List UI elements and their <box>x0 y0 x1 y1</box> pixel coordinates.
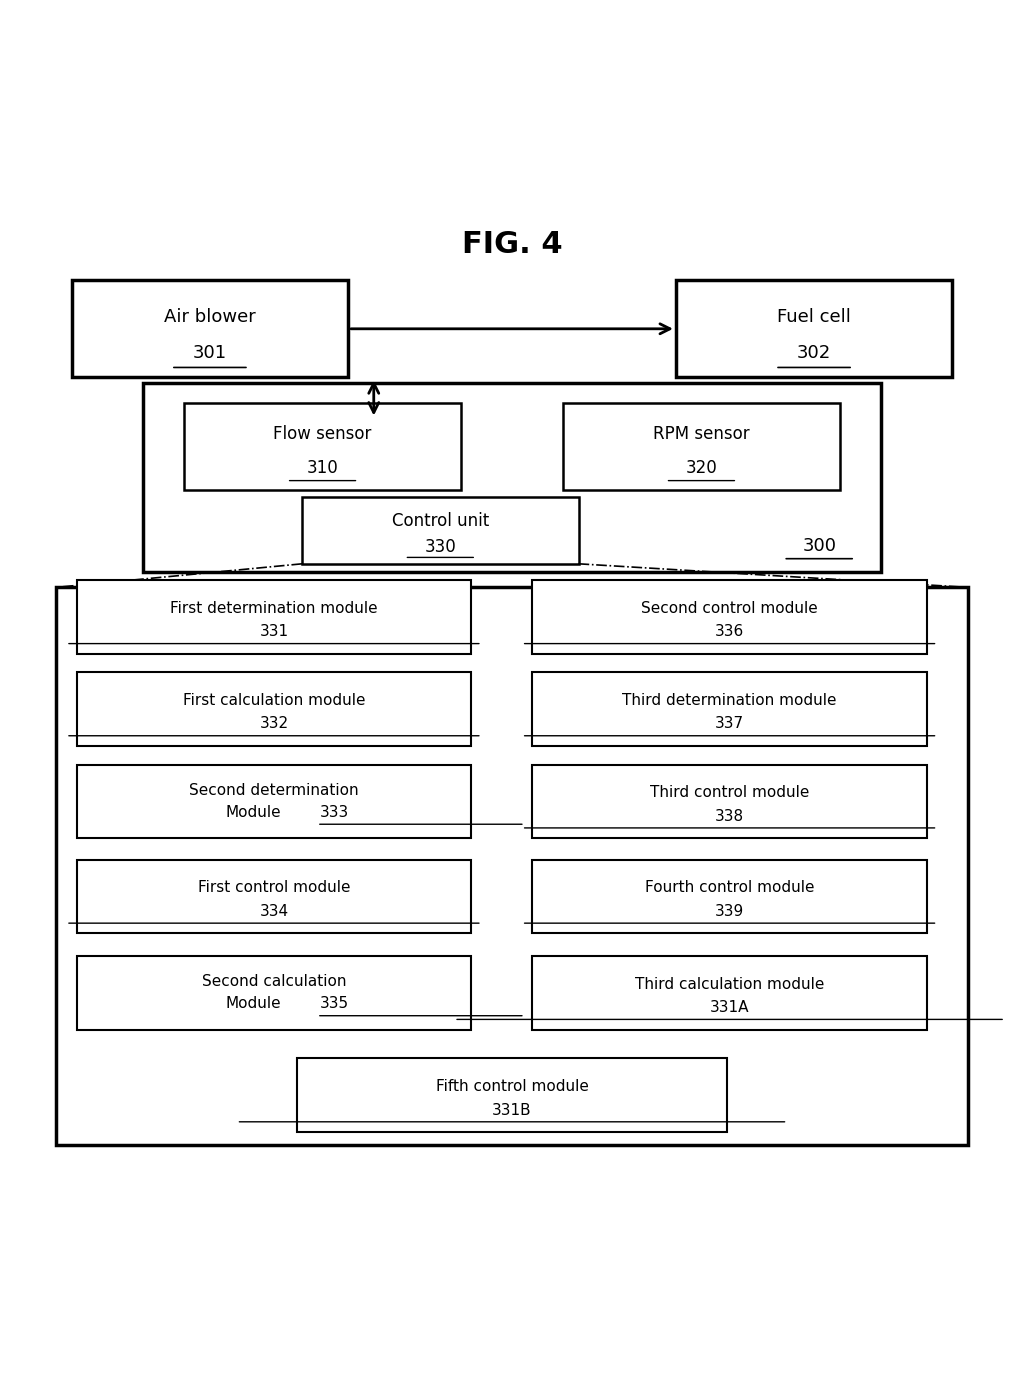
Text: Second control module: Second control module <box>641 601 818 616</box>
Text: First determination module: First determination module <box>170 601 378 616</box>
FancyBboxPatch shape <box>77 956 471 1030</box>
FancyBboxPatch shape <box>143 382 881 573</box>
FancyBboxPatch shape <box>72 280 348 378</box>
FancyBboxPatch shape <box>532 956 927 1030</box>
Text: Fourth control module: Fourth control module <box>645 881 814 895</box>
Text: 331A: 331A <box>710 1000 750 1015</box>
Text: 337: 337 <box>715 717 744 731</box>
Text: 310: 310 <box>306 459 339 477</box>
FancyBboxPatch shape <box>532 860 927 934</box>
FancyBboxPatch shape <box>77 580 471 654</box>
FancyBboxPatch shape <box>532 764 927 839</box>
Text: 302: 302 <box>797 344 831 363</box>
Text: 300: 300 <box>802 538 837 556</box>
Text: Third calculation module: Third calculation module <box>635 977 824 991</box>
FancyBboxPatch shape <box>56 588 968 1145</box>
FancyBboxPatch shape <box>532 672 927 746</box>
Text: 335: 335 <box>319 997 349 1011</box>
Text: 330: 330 <box>424 538 457 556</box>
FancyBboxPatch shape <box>77 764 471 839</box>
Text: Air blower: Air blower <box>164 308 256 326</box>
Text: Control unit: Control unit <box>392 511 488 529</box>
Text: Fuel cell: Fuel cell <box>777 308 851 326</box>
FancyBboxPatch shape <box>184 403 461 490</box>
Text: Fifth control module: Fifth control module <box>435 1079 589 1093</box>
Text: Module: Module <box>225 805 282 820</box>
Text: RPM sensor: RPM sensor <box>653 424 750 442</box>
Text: 333: 333 <box>319 805 349 820</box>
Text: Third control module: Third control module <box>650 785 809 799</box>
Text: Module: Module <box>225 997 282 1011</box>
Text: 320: 320 <box>685 459 718 477</box>
Text: Third determination module: Third determination module <box>623 693 837 708</box>
Text: 331: 331 <box>259 624 289 640</box>
Text: FIG. 4: FIG. 4 <box>462 230 562 259</box>
Text: First control module: First control module <box>198 881 350 895</box>
FancyBboxPatch shape <box>77 672 471 746</box>
Text: 336: 336 <box>715 624 744 640</box>
Text: 339: 339 <box>715 904 744 918</box>
FancyBboxPatch shape <box>302 497 579 564</box>
Text: 334: 334 <box>259 904 289 918</box>
Text: First calculation module: First calculation module <box>182 693 366 708</box>
FancyBboxPatch shape <box>563 403 840 490</box>
Text: Flow sensor: Flow sensor <box>273 424 372 442</box>
Text: 301: 301 <box>193 344 227 363</box>
Text: Second calculation: Second calculation <box>202 974 346 990</box>
Text: 338: 338 <box>715 809 744 823</box>
Text: Second determination: Second determination <box>189 783 358 798</box>
FancyBboxPatch shape <box>297 1058 727 1133</box>
Text: 332: 332 <box>259 717 289 731</box>
Text: 331B: 331B <box>493 1103 531 1117</box>
FancyBboxPatch shape <box>676 280 952 378</box>
FancyBboxPatch shape <box>77 860 471 934</box>
FancyBboxPatch shape <box>532 580 927 654</box>
